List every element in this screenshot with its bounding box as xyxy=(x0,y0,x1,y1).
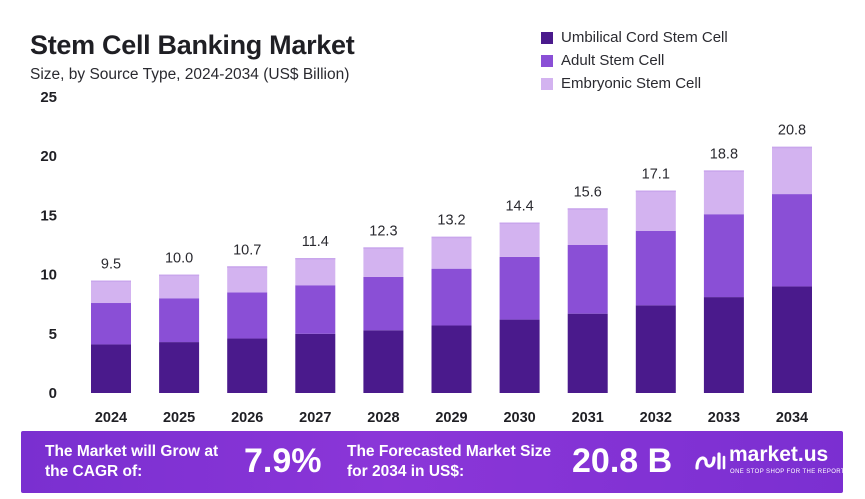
bar-2031-embryonic xyxy=(567,208,608,245)
bar-2034-embryonic xyxy=(772,146,812,195)
bar-2027-umbilical xyxy=(295,333,336,393)
bar-top-edge-2025 xyxy=(159,274,200,277)
legend-item-adult: Adult Stem Cell xyxy=(541,49,728,72)
data-label-2029: 13.2 xyxy=(437,213,465,229)
bar-2029-embryonic xyxy=(431,236,472,269)
bar-2024-adult xyxy=(91,303,131,345)
stacked-bar-chart: 05101520259.5202410.0202510.7202611.4202… xyxy=(40,89,812,426)
legend-label-adult: Adult Stem Cell xyxy=(561,52,665,69)
bar-2028-embryonic xyxy=(363,247,404,277)
bar-top-edge-2029 xyxy=(431,236,472,239)
bar-2034-umbilical xyxy=(772,286,812,393)
bar-2031-umbilical xyxy=(567,313,608,393)
y-tick-label-20: 20 xyxy=(40,148,57,165)
bar-2032-umbilical xyxy=(635,305,676,393)
bar-top-edge-2028 xyxy=(363,247,404,249)
bar-2030-umbilical xyxy=(499,319,540,393)
y-tick-label-15: 15 xyxy=(40,207,57,224)
data-label-2034: 20.8 xyxy=(778,123,806,139)
data-label-2033: 18.8 xyxy=(710,146,738,162)
data-label-2024: 9.5 xyxy=(101,257,121,273)
cagr-value: 7.9% xyxy=(244,442,322,480)
bar-top-edge-2030 xyxy=(499,222,540,225)
data-label-2027: 11.4 xyxy=(302,234,329,250)
bar-2026-embryonic xyxy=(227,266,268,293)
bar-top-edge-2031 xyxy=(567,208,608,210)
x-tick-label-2026: 2026 xyxy=(231,410,263,426)
y-tick-label-5: 5 xyxy=(49,326,57,343)
data-label-2028: 12.3 xyxy=(369,223,397,239)
x-tick-label-2027: 2027 xyxy=(299,410,331,426)
bar-top-edge-2027 xyxy=(295,258,336,260)
bar-2029-adult xyxy=(431,268,472,326)
legend-item-umbilical: Umbilical Cord Stem Cell xyxy=(541,26,728,49)
bar-2032-embryonic xyxy=(635,190,676,231)
bar-2032-adult xyxy=(635,230,676,306)
data-label-2026: 10.7 xyxy=(233,242,261,258)
bar-2034-adult xyxy=(772,194,812,287)
y-tick-label-10: 10 xyxy=(40,267,57,284)
x-tick-label-2032: 2032 xyxy=(640,410,672,426)
legend-swatch-embryonic xyxy=(541,77,553,90)
data-label-2025: 10.0 xyxy=(165,251,193,267)
bar-top-edge-2034 xyxy=(772,146,812,149)
market-us-logo-icon xyxy=(695,452,726,470)
legend-label-embryonic: Embryonic Stem Cell xyxy=(561,75,702,92)
cagr-label: The Market will Grow at the CAGR of: xyxy=(45,443,219,480)
bar-2031-adult xyxy=(567,245,608,314)
x-tick-label-2034: 2034 xyxy=(776,410,808,426)
bar-top-edge-2026 xyxy=(227,266,268,268)
forecast-value: 20.8 B xyxy=(572,442,673,480)
bar-top-edge-2032 xyxy=(635,190,676,193)
y-tick-label-0: 0 xyxy=(49,385,57,402)
x-tick-label-2025: 2025 xyxy=(163,410,195,426)
footer-banner: The Market will Grow at the CAGR of: 7.9… xyxy=(21,431,849,493)
x-tick-label-2024: 2024 xyxy=(95,410,127,426)
x-tick-label-2029: 2029 xyxy=(435,410,467,426)
bar-top-edge-2033 xyxy=(703,170,744,172)
brand-tagline: ONE STOP SHOP FOR THE REPORTS xyxy=(730,469,850,475)
bar-2033-umbilical xyxy=(703,297,744,393)
data-label-2030: 14.4 xyxy=(505,199,533,215)
legend-swatch-adult xyxy=(541,54,553,67)
x-tick-label-2030: 2030 xyxy=(503,410,535,426)
x-tick-label-2031: 2031 xyxy=(572,410,604,426)
x-tick-label-2028: 2028 xyxy=(367,410,399,426)
data-label-2032: 17.1 xyxy=(642,167,670,183)
bar-2029-umbilical xyxy=(431,325,472,393)
legend-swatch-umbilical xyxy=(541,31,553,44)
bar-2026-umbilical xyxy=(227,338,268,393)
y-tick-label-25: 25 xyxy=(40,89,57,106)
forecast-label: The Forecasted Market Size for 2034 in U… xyxy=(347,443,552,480)
bar-top-edge-2024 xyxy=(91,280,131,283)
bar-2027-embryonic xyxy=(295,258,336,286)
bar-2026-adult xyxy=(227,292,268,339)
bar-2027-adult xyxy=(295,285,336,334)
x-tick-label-2033: 2033 xyxy=(708,410,740,426)
bar-2028-adult xyxy=(363,276,404,331)
data-label-2031: 15.6 xyxy=(574,184,602,200)
bar-2033-embryonic xyxy=(703,170,744,215)
legend: Umbilical Cord Stem Cell Adult Stem Cell… xyxy=(541,26,728,95)
bar-2024-embryonic xyxy=(91,280,131,304)
chart-subtitle: Size, by Source Type, 2024-2034 (US$ Bil… xyxy=(30,66,350,83)
bar-2025-embryonic xyxy=(159,274,200,299)
bar-2033-adult xyxy=(703,214,744,298)
legend-label-umbilical: Umbilical Cord Stem Cell xyxy=(561,29,728,46)
brand-name: market.us xyxy=(729,443,829,466)
bar-2028-umbilical xyxy=(363,330,404,393)
bar-2024-umbilical xyxy=(91,344,131,393)
bar-2025-umbilical xyxy=(159,342,200,393)
chart-title: Stem Cell Banking Market xyxy=(30,30,355,60)
bar-2030-embryonic xyxy=(499,222,540,257)
legend-item-embryonic: Embryonic Stem Cell xyxy=(541,72,728,95)
bar-2025-adult xyxy=(159,298,200,343)
bar-2030-adult xyxy=(499,256,540,320)
